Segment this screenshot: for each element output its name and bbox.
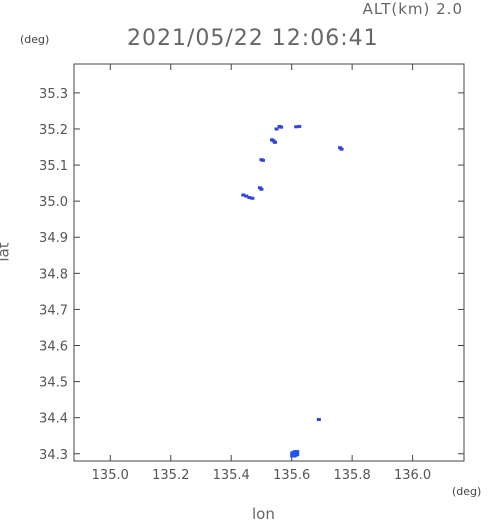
- y-tick-label: 35.3: [39, 87, 68, 102]
- y-tick-label: 34.4: [39, 412, 68, 427]
- y-ticks: 35.3 35.2 35.1 35.0 34.9 34.8 34.7 34.6 34.5 34.4…: [39, 87, 464, 463]
- y-tick-label: 34.8: [39, 267, 68, 282]
- x-tick-label: 135.4: [213, 468, 250, 483]
- y-axis-unit: (deg): [20, 33, 50, 46]
- altitude-label: ALT(km) 2.0: [362, 0, 463, 18]
- timestamp-title: 2021/05/22 12:06:41: [127, 26, 379, 51]
- y-tick-label: 35.0: [39, 195, 68, 210]
- data-point: [290, 451, 297, 458]
- data-point: [259, 187, 264, 191]
- x-tick-label: 136.0: [394, 468, 431, 483]
- data-point: [316, 417, 321, 421]
- x-axis-unit: (deg): [452, 485, 482, 498]
- y-tick-label: 35.2: [39, 123, 68, 138]
- data-point: [273, 140, 278, 144]
- data-point: [279, 125, 284, 129]
- x-tick-label: 135.2: [152, 468, 189, 483]
- data-point: [297, 124, 302, 128]
- y-tick-label: 34.6: [39, 340, 68, 355]
- x-tick-label: 135.8: [334, 468, 371, 483]
- data-point: [260, 158, 265, 162]
- data-point: [294, 125, 299, 129]
- data-point: [241, 193, 246, 197]
- x-ticks: 135.0 135.2 135.4 135.6 135.8 136.0: [92, 64, 431, 483]
- x-tick-label: 135.0: [92, 468, 129, 483]
- y-tick-label: 34.5: [39, 376, 68, 391]
- plot-frame: [73, 63, 465, 462]
- data-point: [250, 196, 255, 200]
- data-point: [339, 147, 344, 151]
- x-tick-label: 135.6: [273, 468, 310, 483]
- data-point: [293, 450, 300, 457]
- data-point: [244, 194, 249, 198]
- y-tick-label: 34.3: [39, 448, 68, 463]
- x-axis-label: lon: [252, 505, 275, 523]
- data-point: [247, 196, 252, 200]
- y-tick-label: 35.1: [39, 159, 68, 174]
- data-point: [274, 127, 279, 131]
- data-points: [241, 124, 344, 458]
- y-tick-label: 34.9: [39, 231, 68, 246]
- y-tick-label: 34.7: [39, 303, 68, 318]
